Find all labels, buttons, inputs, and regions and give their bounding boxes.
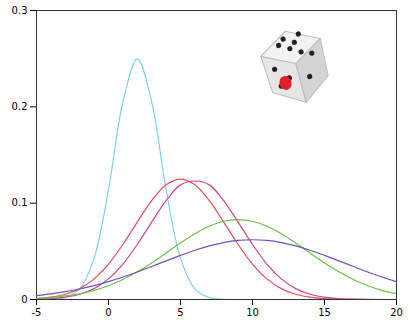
svg-text:0: 0 [105,307,111,318]
svg-text:5: 5 [177,307,183,318]
svg-text:0.1: 0.1 [12,197,28,208]
svg-text:0.2: 0.2 [12,101,28,112]
svg-text:10: 10 [246,307,259,318]
svg-text:0: 0 [21,294,27,305]
svg-text:0.3: 0.3 [12,5,28,16]
svg-text:20: 20 [390,307,403,318]
svg-text:-5: -5 [32,307,42,318]
svg-text:15: 15 [318,307,331,318]
